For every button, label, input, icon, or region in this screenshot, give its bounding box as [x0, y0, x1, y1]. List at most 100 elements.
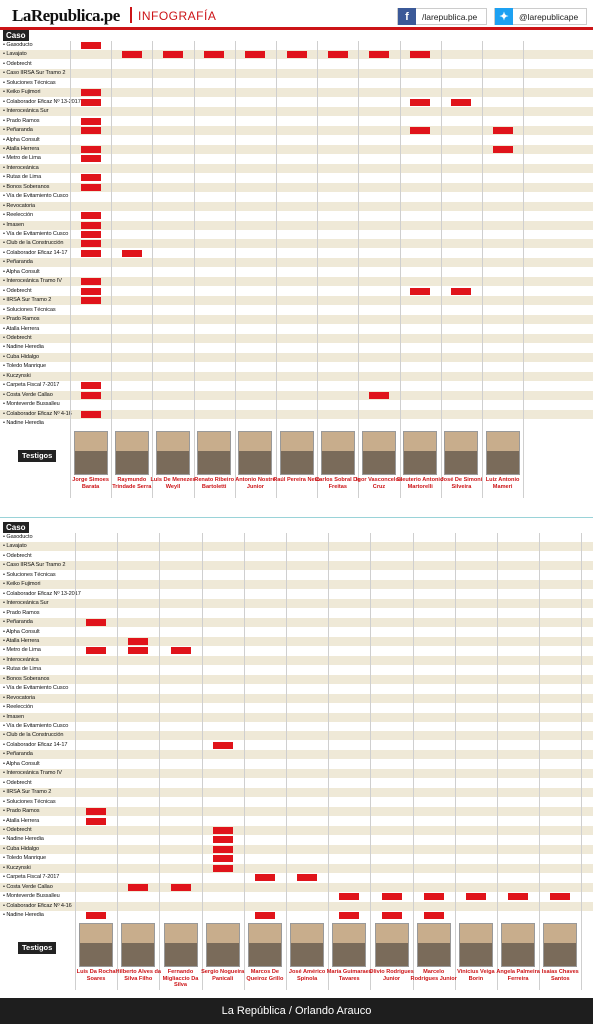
case-row: • Interoceánica Sur [0, 599, 593, 609]
column-divider [234, 41, 236, 499]
case-row-label: • Monteverde Bussalleu [3, 893, 60, 900]
witness-photo [501, 923, 536, 967]
testimony-mark [327, 51, 348, 59]
case-row-label: • Alpha Consult [3, 760, 40, 767]
testimony-mark [86, 817, 107, 825]
testimony-mark [80, 287, 101, 295]
case-row: • Kuczynski [0, 371, 593, 381]
testimony-mark [369, 391, 389, 399]
case-row-label: • Gasoducto [3, 534, 33, 540]
section-divider [0, 517, 593, 518]
case-row-label: • Monteverde Bussalleu [3, 401, 60, 408]
column-divider [111, 41, 113, 499]
twitter-link[interactable]: ✦ @larepublicape [494, 8, 587, 25]
testimony-mark [212, 741, 233, 749]
witness-name: Carlos Sobral De Freitas [315, 477, 361, 490]
case-row-label: • Odebrecht [3, 552, 32, 559]
testimony-mark [451, 287, 472, 295]
case-row: • Prado Ramos [0, 315, 593, 325]
case-row-label: • Metro de Lima [3, 155, 41, 162]
site-logo[interactable]: LaRepublica.pe [12, 6, 120, 25]
case-row: • IIRSA Sur Tramo 2 [0, 296, 593, 306]
column-divider [370, 533, 372, 991]
testimony-mark [163, 51, 183, 59]
case-row: • Odebrecht [0, 825, 593, 835]
testimony-mark [80, 98, 101, 106]
header-accent-line [0, 27, 593, 30]
witness-name: Raúl Pereira Neto [273, 477, 320, 483]
case-row: • Interoceánica [0, 655, 593, 665]
column-divider [201, 533, 203, 991]
section-title: INFOGRAFÍA [138, 9, 217, 23]
witness-photo [238, 431, 273, 475]
caso-label-1: Caso [3, 30, 29, 41]
case-row-label: • Odebrecht [3, 826, 32, 833]
case-row: • Revocatoria [0, 201, 593, 211]
witness-name: Raymundo Trindade Serra [112, 477, 152, 490]
testimony-mark [492, 145, 513, 153]
witness-name: Fernando Migliaccio Da Silva [162, 969, 199, 988]
case-row: • Colaborador Eficaz Nº 4-16 [0, 901, 593, 911]
testimony-mark [80, 391, 101, 399]
witness-photo [332, 923, 367, 967]
case-row-label: • Carpeta Fiscal 7-2017 [3, 382, 60, 389]
case-row-label: • Prado Ramos [3, 609, 40, 616]
witness-photo [163, 923, 198, 967]
case-row: • Carpeta Fiscal 7-2017 [0, 381, 593, 390]
case-row: • Vía de Evitamiento Cusco [0, 192, 593, 201]
witness-name: Angela Palmeira Ferreira [496, 969, 540, 982]
case-row: • Toledo Manrique [0, 362, 593, 371]
case-row: • Costa Verde Callao [0, 390, 593, 400]
column-divider [193, 41, 195, 499]
testimony-mark [170, 647, 191, 655]
case-row-label: • Caso IIRSA Sur Tramo 2 [3, 562, 66, 569]
testimony-mark [508, 893, 529, 901]
case-row: • Nadine Heredia [0, 911, 593, 920]
case-row: • Club de la Construcción [0, 731, 593, 741]
testimony-mark [80, 117, 101, 125]
testimony-mark [80, 145, 101, 153]
testimony-mark [80, 278, 101, 286]
case-row-label: • Alpha Consult [3, 628, 40, 635]
testimony-mark [423, 912, 444, 919]
column-divider [328, 533, 330, 991]
witness-photo [247, 923, 282, 967]
column-divider [497, 533, 498, 991]
facebook-link[interactable]: f /larepublica.pe [397, 8, 487, 25]
case-row-label: • Rutas de Lima [3, 666, 42, 673]
testimony-mark [492, 127, 513, 135]
column-divider [399, 41, 401, 499]
case-row: • Atalla Herrera [0, 325, 593, 334]
case-row: • Prado Ramos [0, 807, 593, 817]
case-row-label: • Vía de Evitamiento Cusco [3, 723, 69, 729]
case-row: • Soluciones Técnicas [0, 79, 593, 88]
case-row-label: • Toledo Manrique [3, 363, 47, 370]
case-row: • Peñaranda [0, 618, 593, 628]
case-row: • Alpha Consult [0, 760, 593, 769]
case-row-label: • Colaborador Eficaz Nº 13-2017 [3, 590, 81, 597]
witness-name: José De Simoni Silveira [440, 477, 483, 490]
testimony-mark [410, 127, 431, 135]
case-row-label: • Metro de Lima [3, 647, 41, 654]
case-row-label: • Odebrecht [3, 287, 32, 294]
witness-name: Luis Da Rocha Soares [76, 969, 116, 982]
case-row: • Odebrecht [0, 779, 593, 788]
case-row-label: • Nadine Heredia [3, 344, 44, 351]
case-row: • Colaborador Eficaz Nº 13-2017 [0, 98, 593, 107]
witness-photo [416, 923, 451, 967]
case-row-label: • Toledo Manrique [3, 855, 47, 862]
case-row-label: • Lavajato [3, 543, 27, 550]
testimony-mark [128, 883, 149, 891]
case-row: • Vía de Evitamiento Cusco [0, 722, 593, 731]
case-row: • Cuba Hidalgo [0, 844, 593, 854]
testimony-mark [80, 240, 101, 248]
case-row-label: • Kuczynski [3, 372, 31, 379]
case-row: • Colaborador Eficaz 14-17 [0, 741, 593, 750]
case-row: • Atalla Herrera [0, 817, 593, 826]
case-row: • Interoceánica Tramo IV [0, 769, 593, 779]
case-row: • Odebrecht [0, 333, 593, 343]
witness-photo [320, 431, 355, 475]
case-row: • Colaborador Eficaz Nº 4-16 [0, 409, 593, 419]
testimony-mark [339, 912, 360, 919]
case-row-label: • Cuba Hidalgo [3, 845, 40, 852]
